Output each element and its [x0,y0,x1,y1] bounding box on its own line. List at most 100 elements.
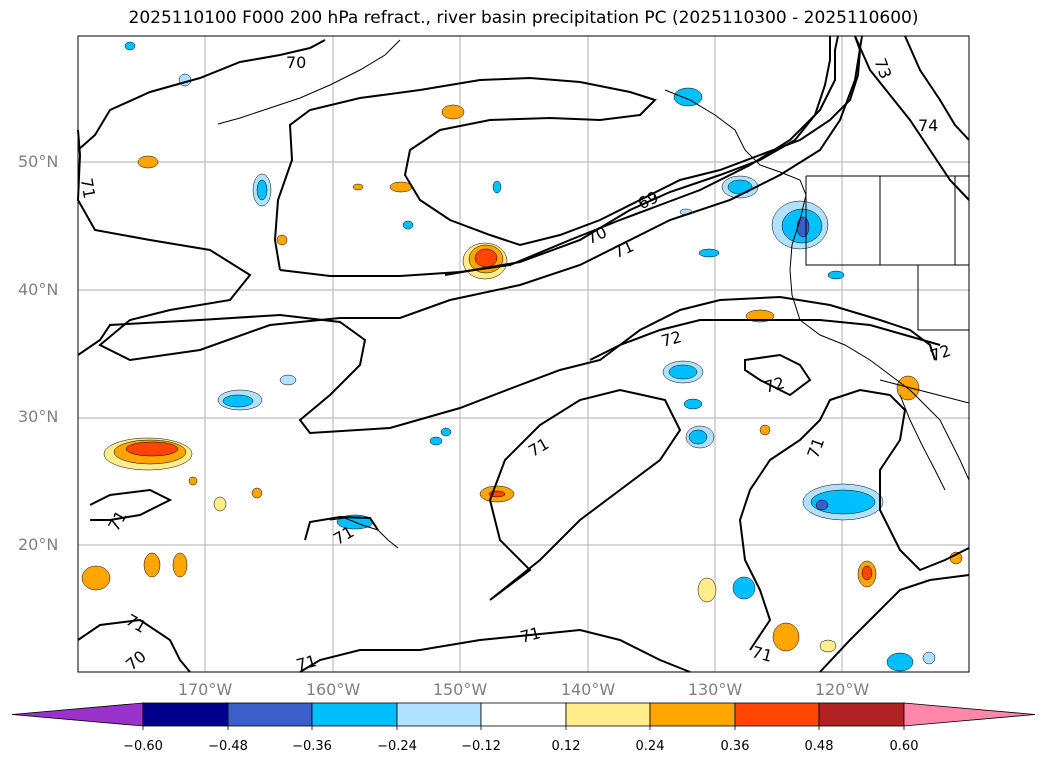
contour-label: 72 [762,373,787,397]
precip-patch [402,220,414,230]
colorbar-tick-label: 0.36 [720,739,750,754]
lon-label-170w: 170°W [177,680,233,699]
precip-patch [886,652,914,672]
colorbar-extend-right [903,702,1036,727]
precip-patch [137,155,159,169]
lon-label-150w: 150°W [432,680,488,699]
precip-patch [256,179,268,201]
colorbar-segment [396,702,482,727]
contour-71-lower [77,295,936,435]
colorbar-tick-label: −0.24 [377,739,417,754]
precip-patch [861,565,873,581]
contour-label: 74 [918,116,938,135]
map-area [78,36,969,672]
precip-patch [143,552,161,578]
lat-label-20n: 20°N [18,535,59,554]
precip-patch [668,364,698,380]
contour-72 [589,319,941,361]
contour-label: 71 [294,651,319,675]
contour-71-southwest [89,488,173,521]
contour-71-loop-sw [488,388,682,601]
contour-69 [444,36,831,276]
alaska-coast [217,39,401,125]
contour-label: 72 [659,327,684,351]
colorbar-tick-label: −0.60 [123,739,163,754]
contour-70-inner [279,35,839,277]
precip-patch [352,183,364,191]
colorbar-tick-label: −0.12 [461,739,501,754]
precip-patch [429,436,443,446]
lon-label-120w: 120°W [814,680,870,699]
state-borders [805,176,969,331]
lat-label-50n: 50°N [18,152,59,171]
precip-patch [251,487,263,499]
contour-70-loop [273,35,862,271]
precip-patch [815,499,829,511]
colorbar [11,702,1036,730]
contour-label: 71 [77,177,99,200]
precip-patch [440,427,452,437]
precip-patch [772,622,800,652]
lon-label-140w: 140°W [560,680,616,699]
colorbar-tick-label: −0.36 [292,739,332,754]
contour-73 [854,35,970,201]
precip-patch [474,248,498,268]
precip-patch [172,552,188,578]
contour-70-south [77,618,191,673]
precip-patch [124,41,136,51]
bc-coast [664,89,807,196]
refractivity-contours [76,35,970,673]
contour-label: 70 [286,53,306,72]
precip-patch [213,496,227,512]
map-frame [77,35,970,673]
colorbar-segment [734,702,820,727]
contour-label: 71 [518,623,543,647]
lat-label-30n: 30°N [18,407,59,426]
colorbar-segment [480,702,567,727]
contour-72-loop [744,353,812,397]
colorbar-tick-label: −0.48 [208,739,248,754]
lon-label-130w: 130°W [687,680,743,699]
us-west-coast [789,194,970,481]
precip-patch [759,424,771,436]
colorbar-tick-label: 0.24 [635,739,665,754]
precip-patch [279,374,297,386]
contour-label: 71 [750,642,775,666]
contour-74 [904,35,970,141]
colorbar-segment [227,702,313,727]
precip-patch [276,234,288,246]
precip-patch [222,394,254,408]
precip-patch [492,180,502,194]
colorbar-tick-label: 0.48 [804,739,834,754]
contour-71-mid [76,35,863,362]
colorbar-tick-label: 0.12 [551,739,581,754]
precip-patch [683,398,703,410]
colorbar-extend-left [11,702,144,727]
precip-patch [698,248,720,258]
precip-patch [922,651,936,665]
precip-patch [688,429,708,445]
hawaii-islands [329,517,399,549]
colorbar-segment [565,702,651,727]
precip-patch [188,476,198,486]
map-title: 2025110100 F000 200 hPa refract., river … [128,8,919,28]
colorbar-tick-label: 0.60 [889,739,919,754]
contour-71-east [738,388,970,651]
mexico-border [879,379,970,404]
precip-patch [673,87,703,107]
precip-anomaly-patches [81,41,963,672]
precip-patch [125,441,179,457]
precip-patch [81,565,111,591]
lat-label-40n: 40°N [18,280,59,299]
precip-patch [389,181,413,193]
colorbar-segment [818,702,905,727]
precip-patch [732,576,756,600]
coastlines [217,39,970,549]
precip-patch [827,270,845,280]
colorbar-segment [142,702,229,727]
precip-patch [697,577,717,603]
precip-patch [441,104,465,120]
colorbar-segment [311,702,398,727]
colorbar-segment [649,702,736,727]
